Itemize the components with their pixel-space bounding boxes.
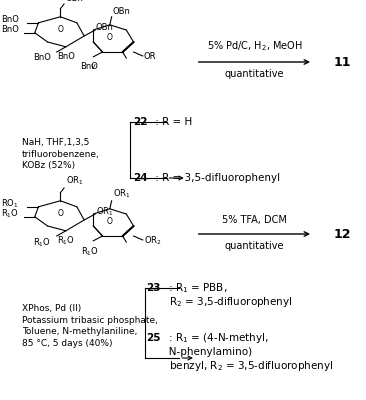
Text: 23: 23: [146, 283, 161, 293]
Text: OR$_1$: OR$_1$: [96, 206, 113, 218]
Text: : R = H: : R = H: [152, 117, 192, 127]
Text: 12: 12: [333, 228, 351, 240]
Text: O: O: [57, 25, 63, 34]
Text: : R$_1$ = PBB,: : R$_1$ = PBB,: [165, 281, 227, 295]
Text: OR$_2$: OR$_2$: [144, 234, 161, 247]
Text: 22: 22: [134, 117, 148, 127]
Text: OR: OR: [144, 52, 156, 61]
Text: O: O: [57, 209, 63, 218]
Text: BnO: BnO: [81, 62, 98, 71]
Text: R$_1$O: R$_1$O: [33, 237, 51, 249]
Text: BnO: BnO: [1, 16, 19, 24]
Text: O: O: [107, 33, 113, 42]
Text: $v$: $v$: [90, 62, 97, 71]
Text: OR$_1$: OR$_1$: [66, 174, 83, 187]
Text: benzyl, R$_2$ = 3,5-difluorophenyl: benzyl, R$_2$ = 3,5-difluorophenyl: [146, 359, 334, 373]
Text: NaH, THF,1,3,5
trifluorobenzene,
KOBz (52%): NaH, THF,1,3,5 trifluorobenzene, KOBz (5…: [22, 138, 100, 170]
Text: 11: 11: [333, 56, 351, 68]
Text: BnO: BnO: [57, 52, 75, 61]
Text: 5% TFA, DCM: 5% TFA, DCM: [222, 215, 287, 225]
Text: R$_1$O: R$_1$O: [81, 246, 98, 258]
Text: BnO: BnO: [33, 53, 51, 62]
Text: R$_1$O: R$_1$O: [57, 234, 75, 247]
Text: : R = 3,5-difluorophenyl: : R = 3,5-difluorophenyl: [152, 173, 280, 183]
Text: quantitative: quantitative: [225, 69, 284, 79]
Text: R$_1$O: R$_1$O: [1, 208, 19, 220]
Text: OBn: OBn: [113, 7, 131, 16]
Text: OBn: OBn: [96, 24, 114, 32]
Text: 5% Pd/C, H$_2$, MeOH: 5% Pd/C, H$_2$, MeOH: [206, 39, 302, 53]
Text: BnO: BnO: [1, 26, 19, 34]
Text: OR$_1$: OR$_1$: [113, 188, 130, 200]
Text: quantitative: quantitative: [225, 241, 284, 251]
Text: R$_2$ = 3,5-difluorophenyl: R$_2$ = 3,5-difluorophenyl: [146, 295, 293, 309]
Text: XPhos, Pd (II)
Potassium tribasic phosphate,
Toluene, N-methylaniline,
85 °C, 5 : XPhos, Pd (II) Potassium tribasic phosph…: [22, 304, 158, 348]
Text: OBn: OBn: [66, 0, 84, 3]
Text: : R$_1$ = (4-N-methyl,: : R$_1$ = (4-N-methyl,: [165, 331, 269, 345]
Text: 24: 24: [134, 173, 148, 183]
Text: 25: 25: [146, 333, 161, 343]
Text: O: O: [107, 217, 113, 226]
Text: RO$_1$: RO$_1$: [1, 198, 19, 210]
Text: N-phenylamino): N-phenylamino): [146, 347, 253, 357]
